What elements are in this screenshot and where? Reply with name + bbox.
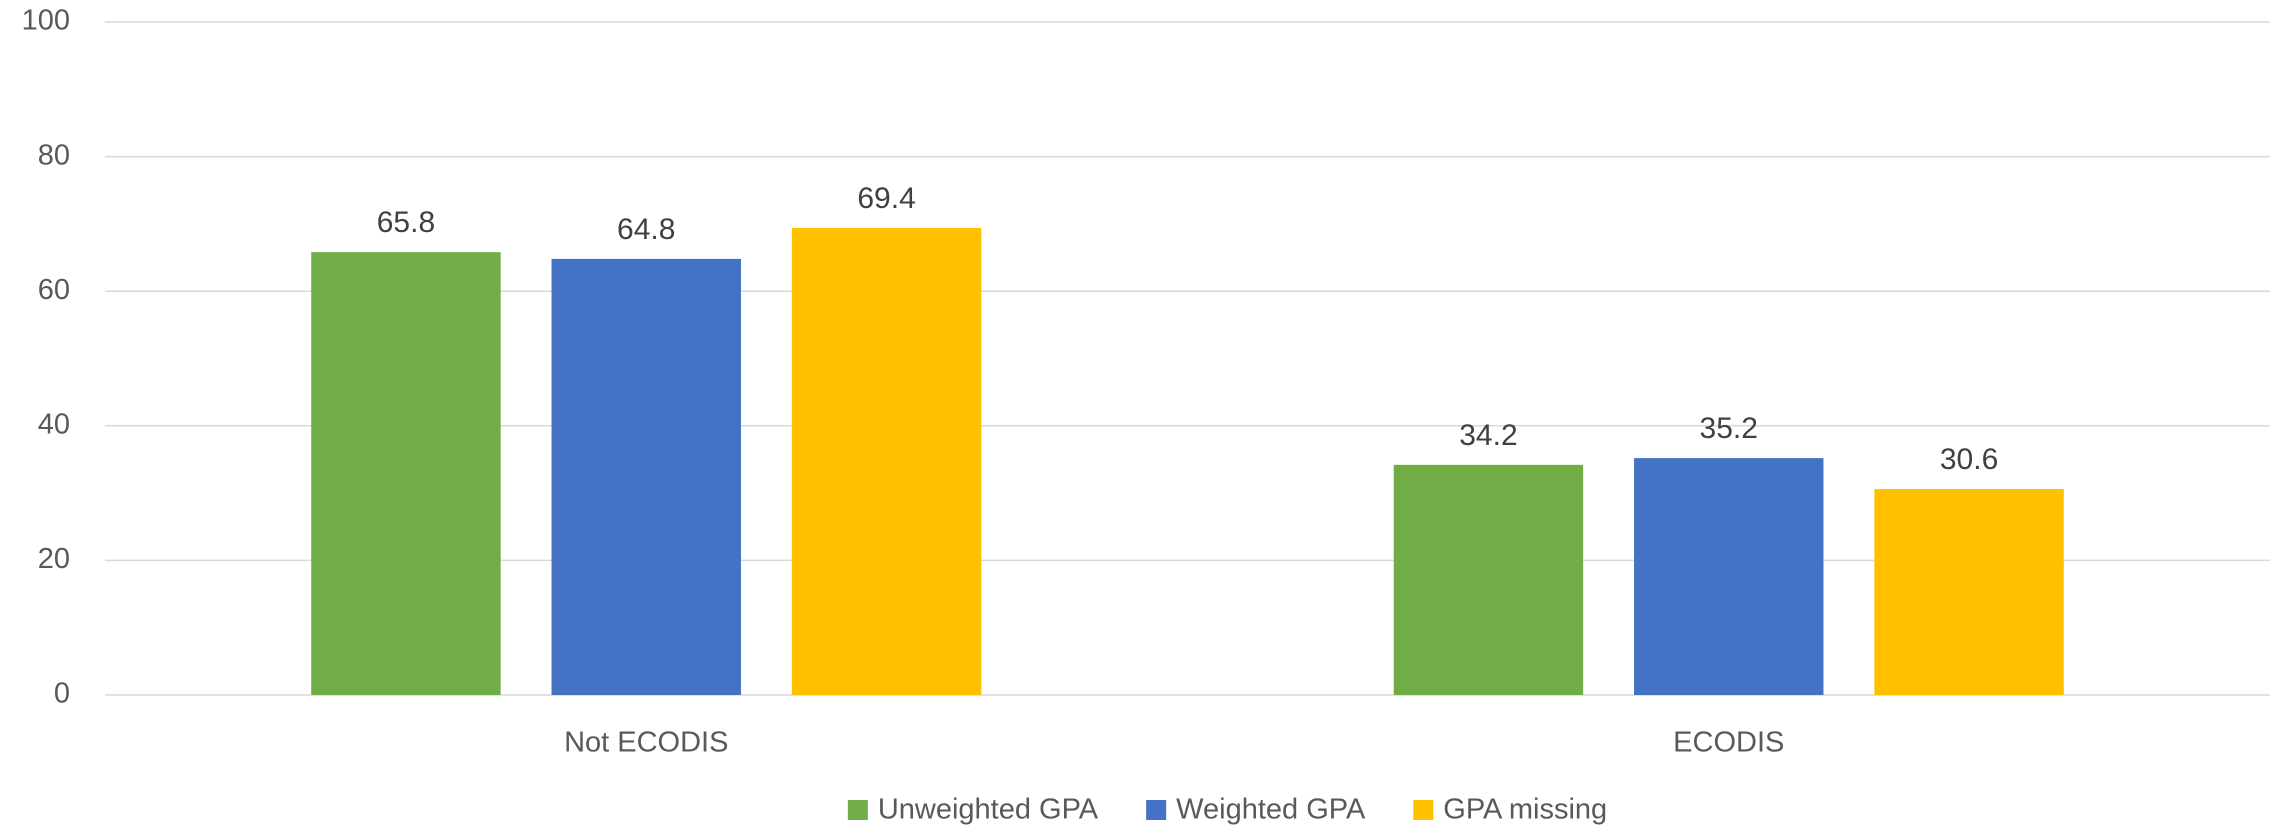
legend-label: Unweighted GPA [878, 794, 1099, 826]
legend-label: Weighted GPA [1176, 794, 1366, 826]
bar [1634, 458, 1824, 695]
bar [1393, 464, 1584, 695]
data-label: 69.4 [857, 182, 915, 215]
bar [791, 227, 982, 696]
bar [1874, 489, 2064, 695]
y-tick-label: 80 [38, 139, 70, 171]
data-label: 65.8 [377, 206, 435, 239]
legend-swatch [1146, 800, 1167, 820]
y-tick-label: 20 [38, 543, 70, 575]
y-tick-label: 0 [54, 678, 70, 710]
legend-label: GPA missing [1443, 794, 1607, 826]
x-tick-label: ECODIS [1673, 727, 1784, 759]
y-tick-label: 40 [38, 408, 70, 440]
bar [551, 258, 741, 695]
data-label: 30.6 [1940, 443, 1998, 476]
y-tick-label: 100 [22, 5, 70, 37]
y-tick-label: 60 [38, 274, 70, 306]
data-label: 34.2 [1459, 419, 1517, 452]
x-tick-label: Not ECODIS [564, 727, 728, 759]
data-label: 64.8 [617, 213, 675, 246]
data-label: 35.2 [1700, 412, 1758, 445]
legend-swatch [1413, 800, 1434, 820]
legend-swatch [847, 800, 868, 820]
bar [311, 252, 501, 695]
